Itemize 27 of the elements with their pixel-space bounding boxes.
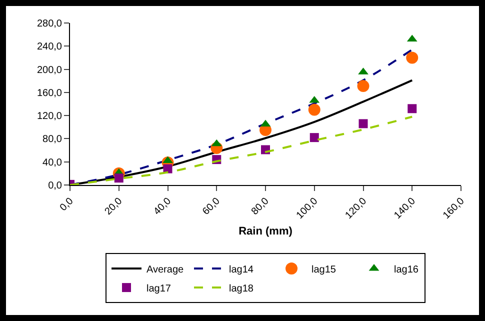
legend-label: Average bbox=[146, 264, 184, 276]
x-tick-label: 0,0 bbox=[58, 196, 76, 214]
legend-label: lag18 bbox=[229, 283, 254, 294]
y-tick-label: 280,0 bbox=[36, 18, 62, 30]
y-tick-label: 160,0 bbox=[36, 88, 62, 99]
legend-label: lag14 bbox=[229, 264, 254, 276]
legend-label: lag15 bbox=[312, 264, 336, 276]
point bbox=[114, 174, 124, 183]
y-tick-label: 40,0 bbox=[42, 157, 62, 168]
y-tick-label: 0,0 bbox=[48, 180, 62, 192]
point bbox=[308, 104, 320, 116]
y-tick-label: 120,0 bbox=[36, 111, 62, 122]
point bbox=[406, 52, 418, 64]
point bbox=[358, 119, 368, 128]
x-tick-label: 40,0 bbox=[152, 196, 174, 218]
point bbox=[310, 133, 319, 142]
legend-label: lag16 bbox=[394, 264, 419, 276]
y-tick-label: 80,0 bbox=[42, 134, 62, 146]
y-tick-label: 240,0 bbox=[36, 42, 62, 53]
x-tick-label: 60,0 bbox=[200, 196, 223, 218]
line-series bbox=[70, 116, 414, 185]
legend-label: lag17 bbox=[146, 283, 172, 294]
point bbox=[357, 80, 370, 92]
y-tick-label: 200,0 bbox=[36, 64, 62, 76]
x-tick-label: 80,0 bbox=[250, 196, 272, 218]
point bbox=[408, 104, 417, 114]
x-axis-title: Rain (mm) bbox=[238, 226, 293, 238]
